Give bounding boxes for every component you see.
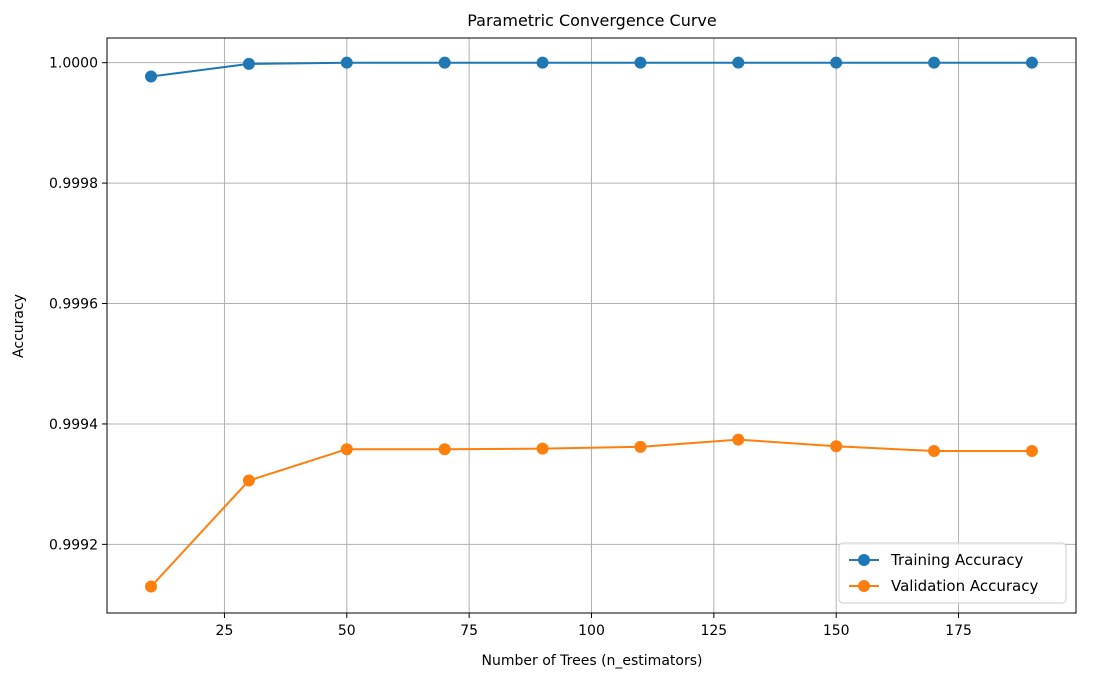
- validation-accuracy-point: [243, 475, 255, 487]
- training-accuracy-point: [341, 57, 353, 69]
- x-axis-title: Number of Trees (n_estimators): [482, 653, 703, 669]
- y-axis-title: Accuracy: [11, 294, 27, 358]
- validation-accuracy-point: [145, 581, 157, 593]
- validation-accuracy-point: [634, 441, 646, 453]
- grid-lines: [107, 38, 1076, 613]
- y-tick-label: 1.0000: [49, 56, 98, 72]
- validation-accuracy-point: [537, 443, 549, 455]
- training-accuracy-legend-marker: [858, 554, 870, 566]
- x-tick-label: 50: [338, 623, 356, 639]
- validation-accuracy-legend-label: Validation Accuracy: [891, 577, 1038, 595]
- legend: Training Accuracy Validation Accuracy: [839, 543, 1066, 603]
- validation-accuracy-legend-marker: [858, 580, 870, 592]
- training-accuracy-point: [732, 57, 744, 69]
- training-accuracy-legend-label: Training Accuracy: [890, 551, 1024, 569]
- validation-accuracy-point: [732, 434, 744, 446]
- validation-accuracy-point: [1026, 445, 1038, 457]
- training-accuracy-point: [928, 57, 940, 69]
- x-tick-label: 150: [823, 623, 850, 639]
- x-tick-label: 75: [460, 623, 478, 639]
- validation-accuracy-point: [341, 443, 353, 455]
- training-accuracy-point: [243, 58, 255, 70]
- y-tick-label: 0.9992: [49, 537, 98, 553]
- training-accuracy-point: [537, 57, 549, 69]
- x-tick-label: 100: [578, 623, 605, 639]
- y-tick-label: 0.9994: [49, 417, 98, 433]
- training-accuracy-point: [830, 57, 842, 69]
- x-tick-label: 125: [700, 623, 727, 639]
- x-tick-label: 25: [216, 623, 234, 639]
- validation-accuracy-point: [439, 443, 451, 455]
- y-tick-label: 0.9996: [49, 297, 98, 313]
- training-accuracy-point: [634, 57, 646, 69]
- chart-title: Parametric Convergence Curve: [467, 11, 717, 30]
- axis-ticks: 25 50 75 100 125 150 175 0.9992 0.9994 0.9996 0.99…: [49, 56, 972, 639]
- training-accuracy-point: [439, 57, 451, 69]
- training-accuracy-point: [145, 71, 157, 83]
- validation-accuracy-point: [830, 440, 842, 452]
- x-tick-label: 175: [945, 623, 972, 639]
- validation-accuracy-point: [928, 445, 940, 457]
- training-accuracy-point: [1026, 57, 1038, 69]
- y-tick-label: 0.9998: [49, 176, 98, 192]
